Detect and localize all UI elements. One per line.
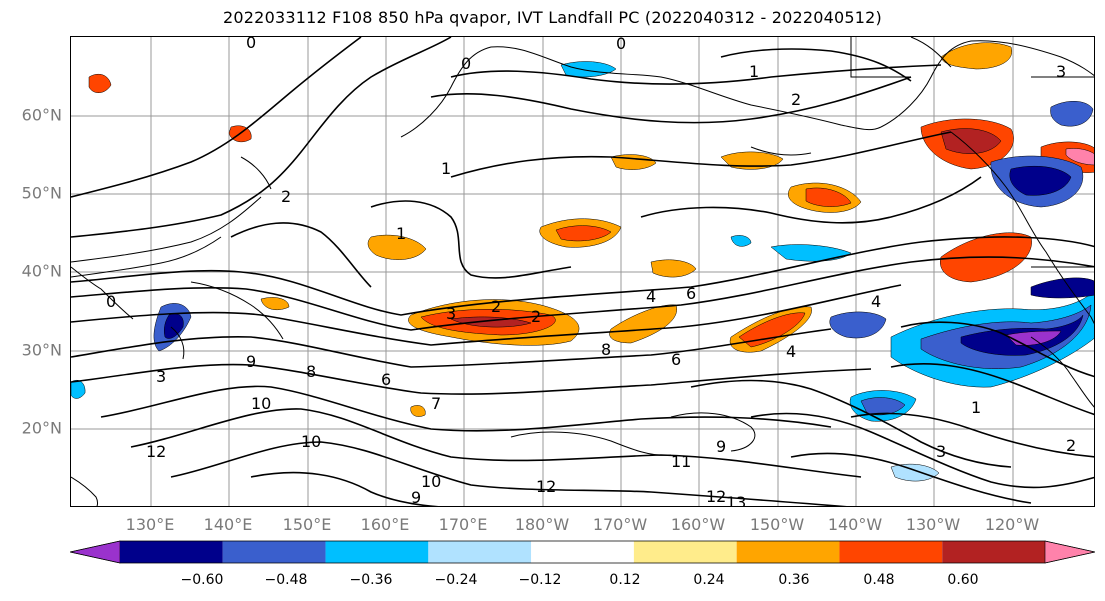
colorbar-tick: 0.12: [609, 572, 641, 588]
contour-label: 8: [601, 340, 611, 359]
contour-label: 12: [706, 487, 726, 506]
lon-label-150w: 150°W: [749, 515, 805, 534]
colorbar-tick: 0.36: [778, 572, 810, 588]
lat-label-50n: 50°N: [21, 183, 62, 203]
lon-label-150e: 150°E: [282, 515, 332, 534]
lon-label-130w: 130°W: [905, 515, 961, 534]
lon-label-170w: 170°W: [592, 515, 648, 534]
contour-label: 13: [726, 493, 746, 507]
contour-label: 2: [531, 307, 541, 326]
contour-label-group: 0 0 0 1 1 1 0 2 2 2 3 3 4 4 6 6 6 7 8 8 …: [106, 37, 1076, 507]
colorbar-tick: −0.24: [434, 572, 478, 588]
contour-lines-thin: [71, 196, 756, 456]
contour-lines: [71, 37, 1094, 506]
lon-label-160w: 160°W: [670, 515, 726, 534]
colorbar: [70, 540, 1095, 564]
contour-label: 3: [936, 442, 946, 461]
contour-label: 9: [411, 488, 421, 507]
colorbar-tick: −0.48: [264, 572, 308, 588]
contour-label: 4: [646, 287, 656, 306]
colorbar-swatch: [428, 541, 532, 563]
lon-label-170e: 170°E: [438, 515, 488, 534]
contour-label: 2: [791, 90, 801, 109]
colorbar-tick: 0.24: [693, 572, 725, 588]
lat-label-60n: 60°N: [21, 105, 62, 125]
colorbar-swatch: [325, 541, 429, 563]
contour-label: 6: [671, 350, 681, 369]
lon-label-160e: 160°E: [360, 515, 410, 534]
contour-label: 12: [536, 477, 556, 496]
contour-label: 12: [146, 442, 166, 461]
colorbar-extend-high: [1044, 540, 1095, 564]
contour-label: 2: [491, 297, 501, 316]
colorbar-tick: −0.36: [349, 572, 393, 588]
contour-label: 2: [281, 187, 291, 206]
lon-label-140e: 140°E: [203, 515, 253, 534]
graticule: [71, 37, 1094, 506]
contour-label: 2: [1066, 436, 1076, 455]
contour-label: 3: [1056, 62, 1066, 81]
contour-label: 11: [671, 452, 691, 471]
colorbar-swatch: [736, 541, 840, 563]
contour-label: 8: [306, 362, 316, 381]
colorbar-swatch: [120, 541, 223, 563]
lon-label-120w: 120°W: [984, 515, 1040, 534]
colorbar-extend-low: [70, 540, 121, 564]
lon-label-140w: 140°W: [827, 515, 883, 534]
contour-label: 7: [431, 394, 441, 413]
contour-label: 0: [106, 292, 116, 311]
contour-label: 0: [616, 37, 626, 53]
colorbar-outline: [70, 540, 1095, 564]
contour-label: 1: [971, 398, 981, 417]
contour-label: 10: [421, 472, 441, 491]
contour-label: 4: [871, 292, 881, 311]
contour-label: 4: [786, 342, 796, 361]
contour-label: 9: [716, 437, 726, 456]
contour-label: 3: [156, 367, 166, 386]
contour-label: 1: [749, 62, 759, 81]
positive-anomalies: [88, 42, 1094, 417]
contour-label: 0: [461, 54, 471, 73]
contour-label: 0: [246, 37, 256, 52]
colorbar-swatch: [531, 541, 634, 563]
lon-label-130e: 130°E: [125, 515, 175, 534]
coastlines: [71, 37, 1094, 506]
map-canvas: 0 0 0 1 1 1 0 2 2 2 3 3 4 4 6 6 6 7 8 8 …: [71, 37, 1094, 507]
lon-label-180w: 180°W: [514, 515, 570, 534]
contour-label: 9: [246, 352, 256, 371]
contour-label: 6: [686, 284, 696, 303]
colorbar-tick: 0.48: [863, 572, 895, 588]
colorbar-swatch: [839, 541, 943, 563]
map-panel: 0 0 0 1 1 1 0 2 2 2 3 3 4 4 6 6 6 7 8 8 …: [70, 36, 1095, 507]
colorbar-tick: −0.60: [180, 572, 224, 588]
contour-label: 1: [441, 159, 451, 178]
contour-label: 10: [301, 432, 321, 451]
lat-label-20n: 20°N: [21, 418, 62, 438]
colorbar-swatch: [942, 541, 1045, 563]
contour-label: 3: [446, 304, 456, 323]
contour-label: 10: [251, 394, 271, 413]
colorbar-swatch: [633, 541, 737, 563]
colorbar-tick: 0.60: [947, 572, 979, 588]
lat-label-40n: 40°N: [21, 261, 62, 281]
colorbar-tick: −0.12: [518, 572, 562, 588]
contour-label: 1: [396, 224, 406, 243]
colorbar-swatch: [222, 541, 326, 563]
contour-label: 6: [381, 370, 391, 389]
map-title: 2022033112 F108 850 hPa qvapor, IVT Land…: [223, 8, 882, 27]
lat-label-30n: 30°N: [21, 340, 62, 360]
